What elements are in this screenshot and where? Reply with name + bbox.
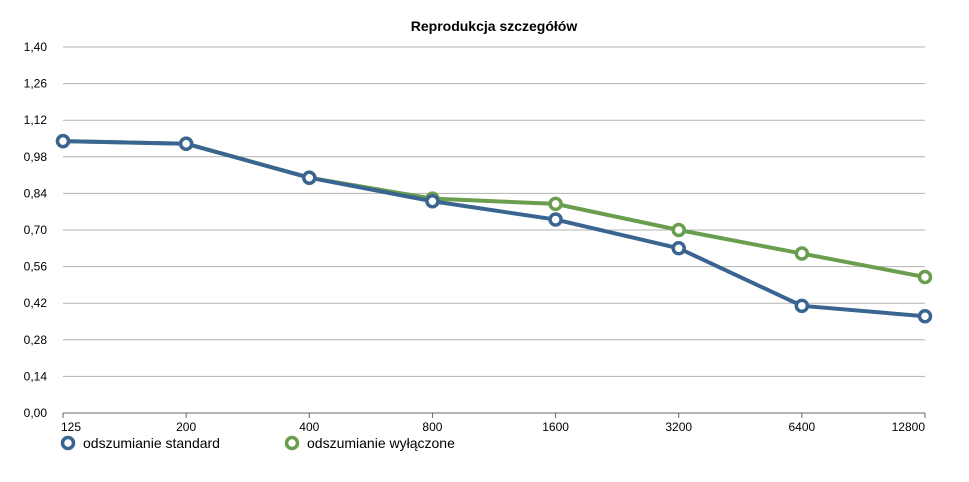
data-point [917, 309, 933, 324]
data-point [425, 193, 440, 209]
legend-label: odszumianie wyłączone [307, 435, 455, 451]
legend-label: odszumianie standard [83, 435, 220, 451]
x-tick-label: 800 [422, 420, 442, 434]
data-point [302, 170, 317, 185]
y-tick-label: 1,40 [24, 40, 48, 54]
y-tick-label: 0,98 [24, 150, 48, 164]
y-tick-label: 0,00 [24, 406, 48, 420]
x-tick-label: 200 [176, 420, 196, 434]
legend: odszumianie standard odszumianie wyłączon… [60, 435, 455, 451]
series [55, 133, 933, 324]
y-tick-label: 0,56 [24, 260, 48, 274]
x-tick-label: 6400 [789, 420, 816, 434]
data-point [671, 241, 686, 256]
x-tick-label: 12800 [892, 420, 926, 434]
y-axis-ticks: 0,00 0,14 0,28 0,42 0,56 0,70 0,84 0,98 1,12 1,26… [24, 40, 48, 420]
y-tick-label: 1,26 [24, 77, 48, 91]
legend-item: odszumianie standard [60, 435, 220, 451]
x-tick-label: 3200 [665, 420, 692, 434]
legend-marker [60, 435, 76, 451]
chart-title: Reprodukcja szczegółów [411, 18, 578, 34]
x-tick-label: 1600 [542, 420, 569, 434]
series-line [61, 139, 927, 319]
data-point [671, 222, 686, 238]
y-tick-label: 0,28 [24, 333, 48, 347]
x-tick-label: 400 [299, 420, 319, 434]
legend-item: odszumianie wyłączone [284, 435, 455, 451]
data-point [178, 136, 194, 151]
x-tick-label: 125 [61, 420, 81, 434]
data-point [794, 298, 810, 314]
data-point [917, 269, 933, 285]
data-point [548, 212, 563, 227]
series-layer [55, 133, 933, 324]
data-point [794, 246, 810, 261]
y-tick-label: 0,42 [24, 296, 48, 310]
y-tick-label: 1,12 [24, 113, 48, 127]
y-tick-label: 0,84 [24, 186, 48, 200]
data-point [548, 196, 563, 212]
legend-marker [284, 435, 300, 451]
gridlines [63, 46, 925, 414]
x-axis-ticks: 125 200 400 800 1600 3200 6400 12800 [61, 413, 926, 434]
data-point [55, 133, 71, 149]
y-tick-label: 0,70 [24, 223, 48, 237]
y-tick-label: 0,14 [24, 369, 48, 383]
